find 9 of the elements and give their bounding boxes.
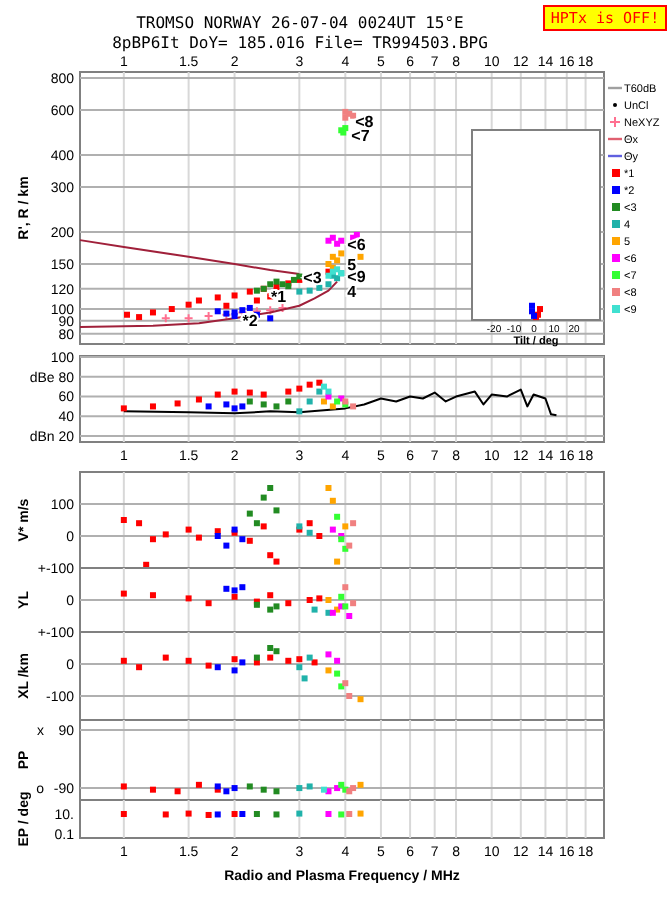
annotation: <3: [303, 268, 323, 287]
annotation: <8: [355, 112, 375, 131]
chart-subtitle: 8pBP6It DoY= 185.016 File= TR994503.BPG: [112, 34, 489, 52]
annotation: *2: [242, 311, 259, 330]
annotation: *1: [270, 288, 288, 307]
annotation: <6: [347, 235, 367, 254]
chart-title: TROMSO NORWAY 26-07-04 0024UT 15°E: [136, 14, 465, 32]
annotation: <7: [351, 126, 371, 145]
annotation: 4: [347, 282, 358, 301]
